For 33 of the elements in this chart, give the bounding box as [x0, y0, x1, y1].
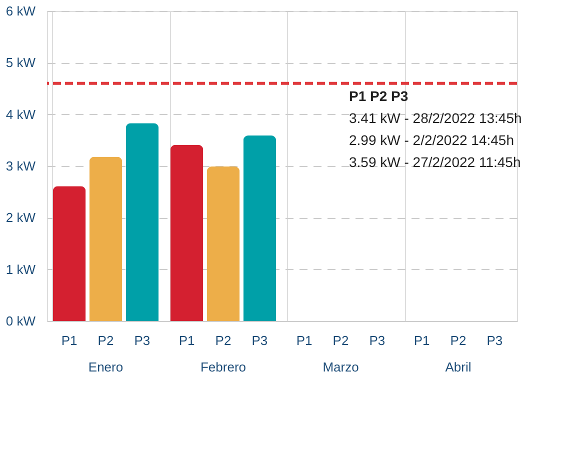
x-tick-label: Marzo	[322, 360, 359, 374]
x-tick-label: Febrero	[200, 360, 246, 374]
bar	[206, 166, 240, 321]
annotation: P1 P2 P3	[349, 88, 408, 104]
text: P3	[486, 333, 503, 348]
bar	[126, 123, 159, 321]
bar	[243, 136, 276, 321]
y-tick-label: 1 kW	[6, 262, 36, 277]
y-tick-label: 4 kW	[6, 106, 36, 122]
x-tick-label: Enero	[88, 360, 124, 374]
bar	[52, 186, 86, 321]
text: P1	[414, 333, 430, 348]
text: P1	[178, 333, 195, 348]
text: P3	[252, 333, 268, 348]
y-tick-label: 3 kW	[6, 158, 36, 174]
annotation: 2.99 kW - 2/2/2022 14:45h	[349, 132, 514, 148]
y-tick-label: 5 kW	[6, 55, 36, 70]
text: P2	[215, 333, 232, 348]
text: P2	[332, 333, 349, 348]
series-label: P2	[98, 333, 114, 348]
bar	[170, 144, 204, 321]
text: P2	[450, 333, 466, 348]
y-tick-label: 6 kW	[6, 4, 36, 18]
series-label: P1	[61, 333, 78, 348]
text: P1	[296, 333, 312, 348]
annotation: 3.41 kW - 28/2/2022 13:45h	[349, 110, 522, 126]
bar	[89, 156, 122, 321]
text: P3	[369, 333, 386, 348]
series-label: P3	[134, 333, 150, 348]
y-tick-label: 2 kW	[6, 210, 36, 226]
y-tick-label: 0 kW	[6, 314, 36, 328]
x-tick-label: Abril	[445, 360, 472, 374]
annotation: 3.59 kW - 27/2/2022 11:45h	[349, 154, 521, 170]
